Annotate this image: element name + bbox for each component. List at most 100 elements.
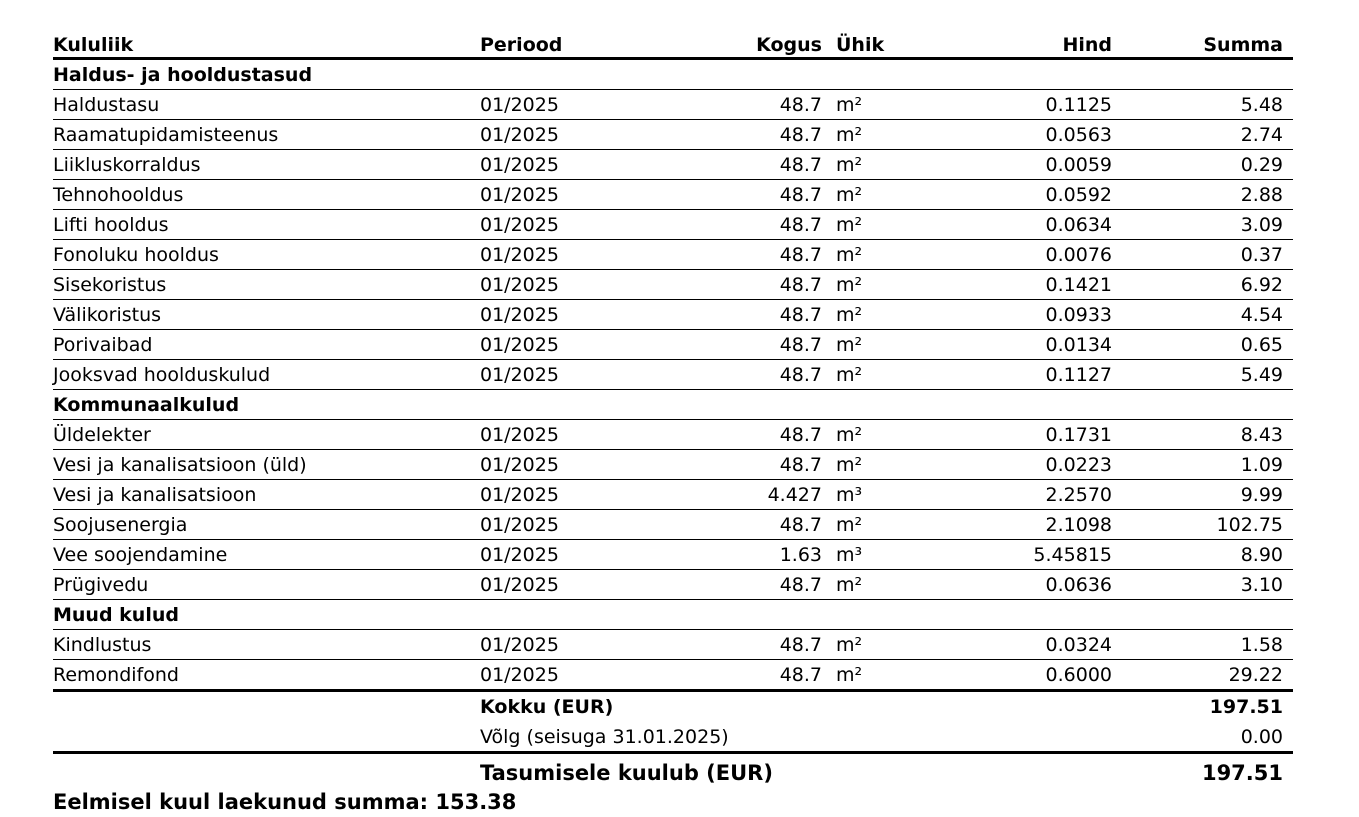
cost-type: Üldelekter [53,424,151,446]
header-cell: Summa [1203,34,1283,56]
header-cell: Kogus [756,34,822,56]
unit: m² [836,424,863,446]
cost-type: Raamatupidamisteenus [53,124,279,146]
price: 0.0134 [1045,334,1112,356]
cost-type: Remondifond [53,664,179,686]
rule [53,57,1293,60]
price: 5.45815 [1033,544,1112,566]
rule [53,569,1293,570]
rule [53,419,1293,420]
quantity: 48.7 [779,364,822,386]
rule [53,689,1293,692]
quantity: 48.7 [779,664,822,686]
cost-type: Vesi ja kanalisatsioon (üld) [53,454,307,476]
amount: 9.99 [1240,484,1283,506]
period: 01/2025 [480,364,559,386]
rule [53,179,1293,180]
period: 01/2025 [480,184,559,206]
price: 0.0933 [1045,304,1112,326]
due-label: Tasumisele kuulub (EUR) [480,761,773,785]
cost-type: Prügivedu [53,574,149,596]
section-title: Kommunaalkulud [53,394,240,416]
amount: 3.09 [1240,214,1283,236]
section-title: Haldus- ja hooldustasud [53,64,313,86]
cost-type: Lifti hooldus [53,214,169,236]
footer-note: Eelmisel kuul laekunud summa: 153.38 [53,790,517,814]
price: 0.0059 [1045,154,1112,176]
quantity: 48.7 [779,304,822,326]
unit: m² [836,664,863,686]
rule [53,389,1293,390]
cost-type: Jooksvad hoolduskulud [53,364,271,386]
quantity: 48.7 [779,154,822,176]
period: 01/2025 [480,574,559,596]
period: 01/2025 [480,664,559,686]
quantity: 48.7 [779,424,822,446]
period: 01/2025 [480,154,559,176]
header-cell: Kululiik [53,34,134,56]
rule [53,659,1293,660]
amount: 6.92 [1240,274,1283,296]
amount: 4.54 [1240,304,1283,326]
cost-type: Soojusenergia [53,514,188,536]
unit: m³ [836,544,863,566]
rule [53,629,1293,630]
price: 0.0563 [1045,124,1112,146]
header-cell: Hind [1062,34,1112,56]
debt-label: Võlg (seisuga 31.01.2025) [480,726,729,748]
period: 01/2025 [480,634,559,656]
unit: m² [836,634,863,656]
cost-type: Fonoluku hooldus [53,244,219,266]
rule [53,329,1293,330]
price: 0.0636 [1045,574,1112,596]
unit: m² [836,244,863,266]
quantity: 48.7 [779,574,822,596]
quantity: 1.63 [779,544,822,566]
amount: 5.48 [1240,94,1283,116]
amount: 1.09 [1240,454,1283,476]
quantity: 48.7 [779,274,822,296]
rule [53,539,1293,540]
unit: m² [836,94,863,116]
period: 01/2025 [480,124,559,146]
unit: m³ [836,484,863,506]
period: 01/2025 [480,544,559,566]
rule [53,599,1293,600]
amount: 29.22 [1228,664,1283,686]
price: 0.0223 [1045,454,1112,476]
page: Kululiik Periood Kogus Ühik Hind Summa Haldus-… [53,34,1293,814]
price: 0.0634 [1045,214,1112,236]
amount: 1.58 [1240,634,1283,656]
rule [53,149,1293,150]
header-cell: Periood [480,34,563,56]
amount: 5.49 [1240,364,1283,386]
unit: m² [836,124,863,146]
header-cell: Ühik [836,34,885,56]
period: 01/2025 [480,424,559,446]
total-value: 197.51 [1209,696,1283,718]
price: 0.1421 [1045,274,1112,296]
cost-type: Liikluskorraldus [53,154,201,176]
price: 2.2570 [1045,484,1112,506]
price: 0.1125 [1045,94,1112,116]
unit: m² [836,364,863,386]
section-title: Muud kulud [53,604,179,626]
price: 0.1731 [1045,424,1112,446]
quantity: 4.427 [767,484,822,506]
period: 01/2025 [480,214,559,236]
price: 2.1098 [1045,514,1112,536]
rule [53,269,1293,270]
period: 01/2025 [480,244,559,266]
price: 0.1127 [1045,364,1112,386]
price: 0.6000 [1045,664,1112,686]
unit: m² [836,334,863,356]
unit: m² [836,514,863,536]
amount: 0.65 [1240,334,1283,356]
rule [53,479,1293,480]
period: 01/2025 [480,514,559,536]
amount: 2.88 [1240,184,1283,206]
period: 01/2025 [480,274,559,296]
quantity: 48.7 [779,94,822,116]
cost-type: Vesi ja kanalisatsioon [53,484,257,506]
unit: m² [836,574,863,596]
